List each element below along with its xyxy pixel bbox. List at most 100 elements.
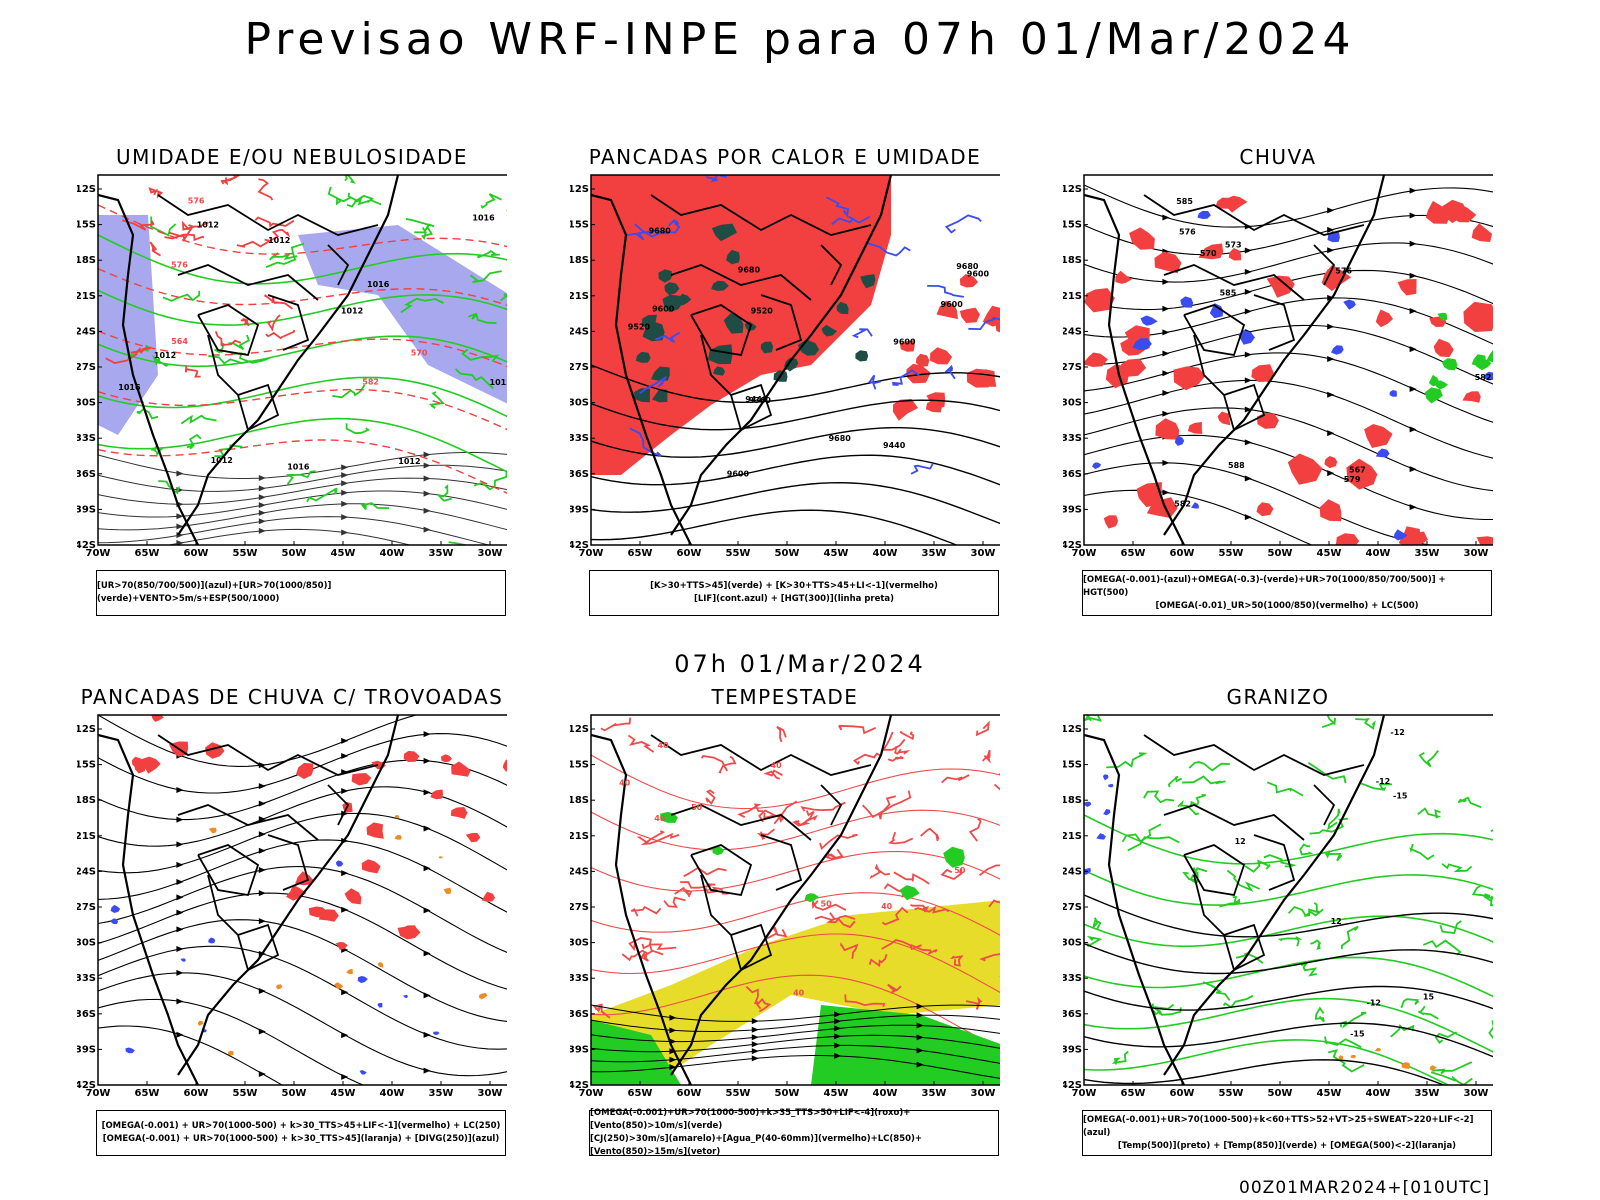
contour-label: 576 — [171, 260, 188, 269]
omega-blue-area — [1197, 210, 1211, 219]
wind-vectors — [591, 1014, 1000, 1033]
lon-tick-label: 65W — [628, 1088, 653, 1099]
lat-tick-label: 30S — [1063, 938, 1082, 949]
wind-vectors — [591, 1055, 1000, 1079]
water-red-contour — [592, 1003, 611, 1019]
east-coastline — [1163, 175, 1386, 536]
streamline-arrow — [176, 909, 184, 916]
streamline-arrow — [341, 989, 349, 996]
streamline-arrow — [751, 1055, 759, 1062]
contour-label: 1012 — [490, 378, 508, 387]
omega-red-area — [1251, 364, 1274, 382]
temp850-green-contour — [1190, 794, 1206, 807]
lon-tick-label: 55W — [233, 1088, 258, 1099]
storm-orange-area — [394, 815, 400, 819]
panel-legend: [OMEGA(-0.001)+UR>70(1000-500)+k>35_TTS>… — [589, 1108, 999, 1157]
temp850-green-contour — [1488, 1020, 1493, 1039]
streamline-arrow — [176, 861, 184, 868]
streamline-arrow — [1244, 377, 1252, 384]
streamline-arrow — [341, 464, 349, 471]
omega-blue-area — [1331, 345, 1344, 355]
instability-teal-area — [634, 388, 651, 403]
streamline-arrow — [1244, 288, 1252, 295]
lon-tick-label: 45W — [824, 548, 849, 559]
contour-label: 9600 — [727, 469, 750, 478]
temp850-green-contour — [1287, 905, 1324, 917]
instability-red-area — [959, 274, 979, 288]
state-border — [1163, 264, 1305, 301]
water-red-contour — [756, 997, 772, 1013]
water-red-contour — [718, 755, 737, 774]
omega-red-area — [1155, 418, 1180, 440]
omega-orange-area — [1350, 1054, 1356, 1059]
streamline-arrow — [1409, 212, 1417, 219]
state-border — [820, 784, 843, 826]
lon-tick-label: 40W — [1366, 548, 1391, 559]
contour-label: 40 — [619, 778, 631, 787]
lon-tick-label: 35W — [429, 1088, 454, 1099]
storm-red-area — [296, 762, 314, 779]
lat-tick-label: 36S — [1063, 1009, 1082, 1020]
contour-label: 50 — [954, 866, 966, 875]
streamline-arrow — [176, 926, 184, 933]
lon-tick-label: 45W — [824, 1088, 849, 1099]
streamline-arrow — [423, 462, 431, 469]
humidity-green-contour — [476, 250, 500, 259]
lif-blue-contour — [927, 284, 965, 298]
lat-tick-label: 30S — [1063, 398, 1082, 409]
omega-red-area — [1256, 502, 1274, 517]
omega-blue-area — [1343, 299, 1356, 310]
contour-label: 573 — [1225, 241, 1242, 250]
east-coastline — [670, 715, 893, 1076]
storm-orange-area — [346, 969, 353, 975]
water-red-contour — [641, 943, 677, 950]
water-red-contour — [840, 942, 859, 959]
contour-label: 9360 — [749, 396, 772, 405]
temp850-green-contour — [1307, 761, 1347, 784]
streamline-arrow — [669, 1027, 677, 1034]
wind-vectors — [591, 1034, 1000, 1053]
omega-red-area — [1450, 202, 1477, 223]
temp850-green-contour — [1340, 925, 1359, 950]
instability-teal-area — [662, 294, 683, 313]
streamline-arrow — [1244, 351, 1252, 358]
omega-orange-area — [1374, 1047, 1382, 1052]
temp850-green-contour — [1324, 1036, 1362, 1049]
panel-pancadas-trovoadas: PANCADAS DE CHUVA C/ TROVOADAS 12S 15S 18S 2… — [77, 685, 507, 1156]
water-red-contour — [663, 896, 686, 908]
state-border — [1143, 734, 1365, 776]
lat-tick-label: 30S — [77, 938, 96, 949]
thickness-red-dashed — [240, 317, 250, 327]
contour-label: 50 — [691, 803, 703, 812]
legend-line: [K>30+TTS>45](verde) + [K>30+TTS>45+LI<-… — [650, 581, 938, 591]
hail-blue-area — [1102, 774, 1109, 781]
omega-green-area — [1476, 359, 1492, 371]
lon-tick-label: 70W — [86, 548, 111, 559]
legend-line: [OMEGA(-0.001)-(azul)+OMEGA(-0.3)-(verde… — [1083, 574, 1446, 598]
temp500-contour — [1084, 1022, 1493, 1058]
temp850-green-contour — [1177, 799, 1200, 816]
omega-red-area — [1476, 536, 1493, 545]
temp850-green-contour — [1106, 752, 1148, 769]
state-border — [1253, 294, 1296, 351]
water-red-contour — [630, 905, 662, 917]
streamline-arrow — [423, 865, 431, 872]
lc250-streamline — [98, 1025, 284, 1085]
state-border — [237, 923, 280, 972]
contour-label: 582 — [362, 378, 379, 387]
thickness-red-dashed — [271, 228, 291, 241]
thickness-red-dashed — [257, 178, 274, 201]
streamline-arrow — [258, 831, 266, 838]
temp850-green-contour — [1360, 782, 1393, 791]
omega-orange-area — [1401, 1062, 1411, 1069]
contour-label: 582 — [1174, 500, 1191, 509]
thickness-red-dashed — [98, 204, 507, 255]
state-border — [690, 844, 753, 897]
temp850-green-contour — [1309, 817, 1348, 835]
water-red-contour — [705, 789, 716, 806]
wind-vectors — [591, 1024, 1000, 1043]
lon-tick-label: 70W — [86, 1088, 111, 1099]
contour-label: 1016 — [118, 383, 141, 392]
lif-blue-contour — [867, 242, 911, 257]
omega-blue-area — [1132, 338, 1152, 351]
